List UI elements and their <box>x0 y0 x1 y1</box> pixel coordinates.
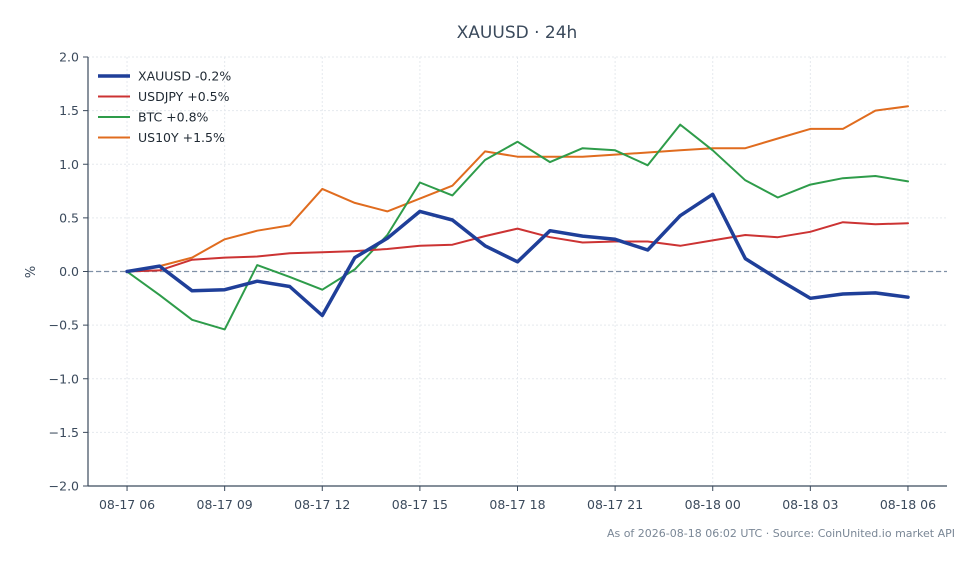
y-tick-label: −1.0 <box>49 371 79 386</box>
y-tick-label: 2.0 <box>59 50 79 65</box>
y-tick-label: −1.5 <box>49 425 79 440</box>
legend-label: XAUUSD -0.2% <box>138 69 231 84</box>
x-tick-label: 08-18 03 <box>782 497 838 512</box>
grid-lines <box>88 56 947 487</box>
y-tick-label: −2.0 <box>49 479 79 494</box>
series-line-2 <box>126 123 909 331</box>
y-tick-label: 0.0 <box>59 264 79 279</box>
series-lines <box>125 105 910 331</box>
x-tick-label: 08-18 06 <box>880 497 936 512</box>
y-axis-label: % <box>24 266 39 278</box>
series-line-0 <box>125 192 910 318</box>
legend: XAUUSD -0.2% USDJPY +0.5% BTC +0.8% US10Y +… <box>98 69 231 145</box>
tick-labels: 2.0 1.5 1.0 0.5 0.0 −0.5 −1.0 −1.5 −2.0 08-17 06 0… <box>49 50 936 513</box>
y-tick-label: 0.5 <box>59 210 79 225</box>
x-tick-label: 08-17 15 <box>392 497 448 512</box>
legend-label: US10Y +1.5% <box>138 130 225 145</box>
chart-title: XAUUSD · 24h <box>457 23 578 43</box>
y-tick-label: 1.0 <box>59 157 79 172</box>
y-tick-label: −0.5 <box>49 318 79 333</box>
x-tick-label: 08-17 09 <box>197 497 253 512</box>
x-tick-label: 08-18 00 <box>685 497 741 512</box>
x-tick-label: 08-17 12 <box>294 497 350 512</box>
series-line-1 <box>126 221 909 273</box>
source-footnote: As of 2026-08-18 06:02 UTC · Source: Coi… <box>607 527 955 540</box>
legend-label: USDJPY +0.5% <box>138 89 230 104</box>
x-tick-label: 08-17 18 <box>489 497 545 512</box>
axes <box>83 56 947 491</box>
y-tick-label: 1.5 <box>59 103 79 118</box>
legend-label: BTC +0.8% <box>138 110 209 125</box>
series-line-3 <box>126 105 909 273</box>
x-tick-label: 08-17 21 <box>587 497 643 512</box>
x-tick-label: 08-17 06 <box>99 497 155 512</box>
